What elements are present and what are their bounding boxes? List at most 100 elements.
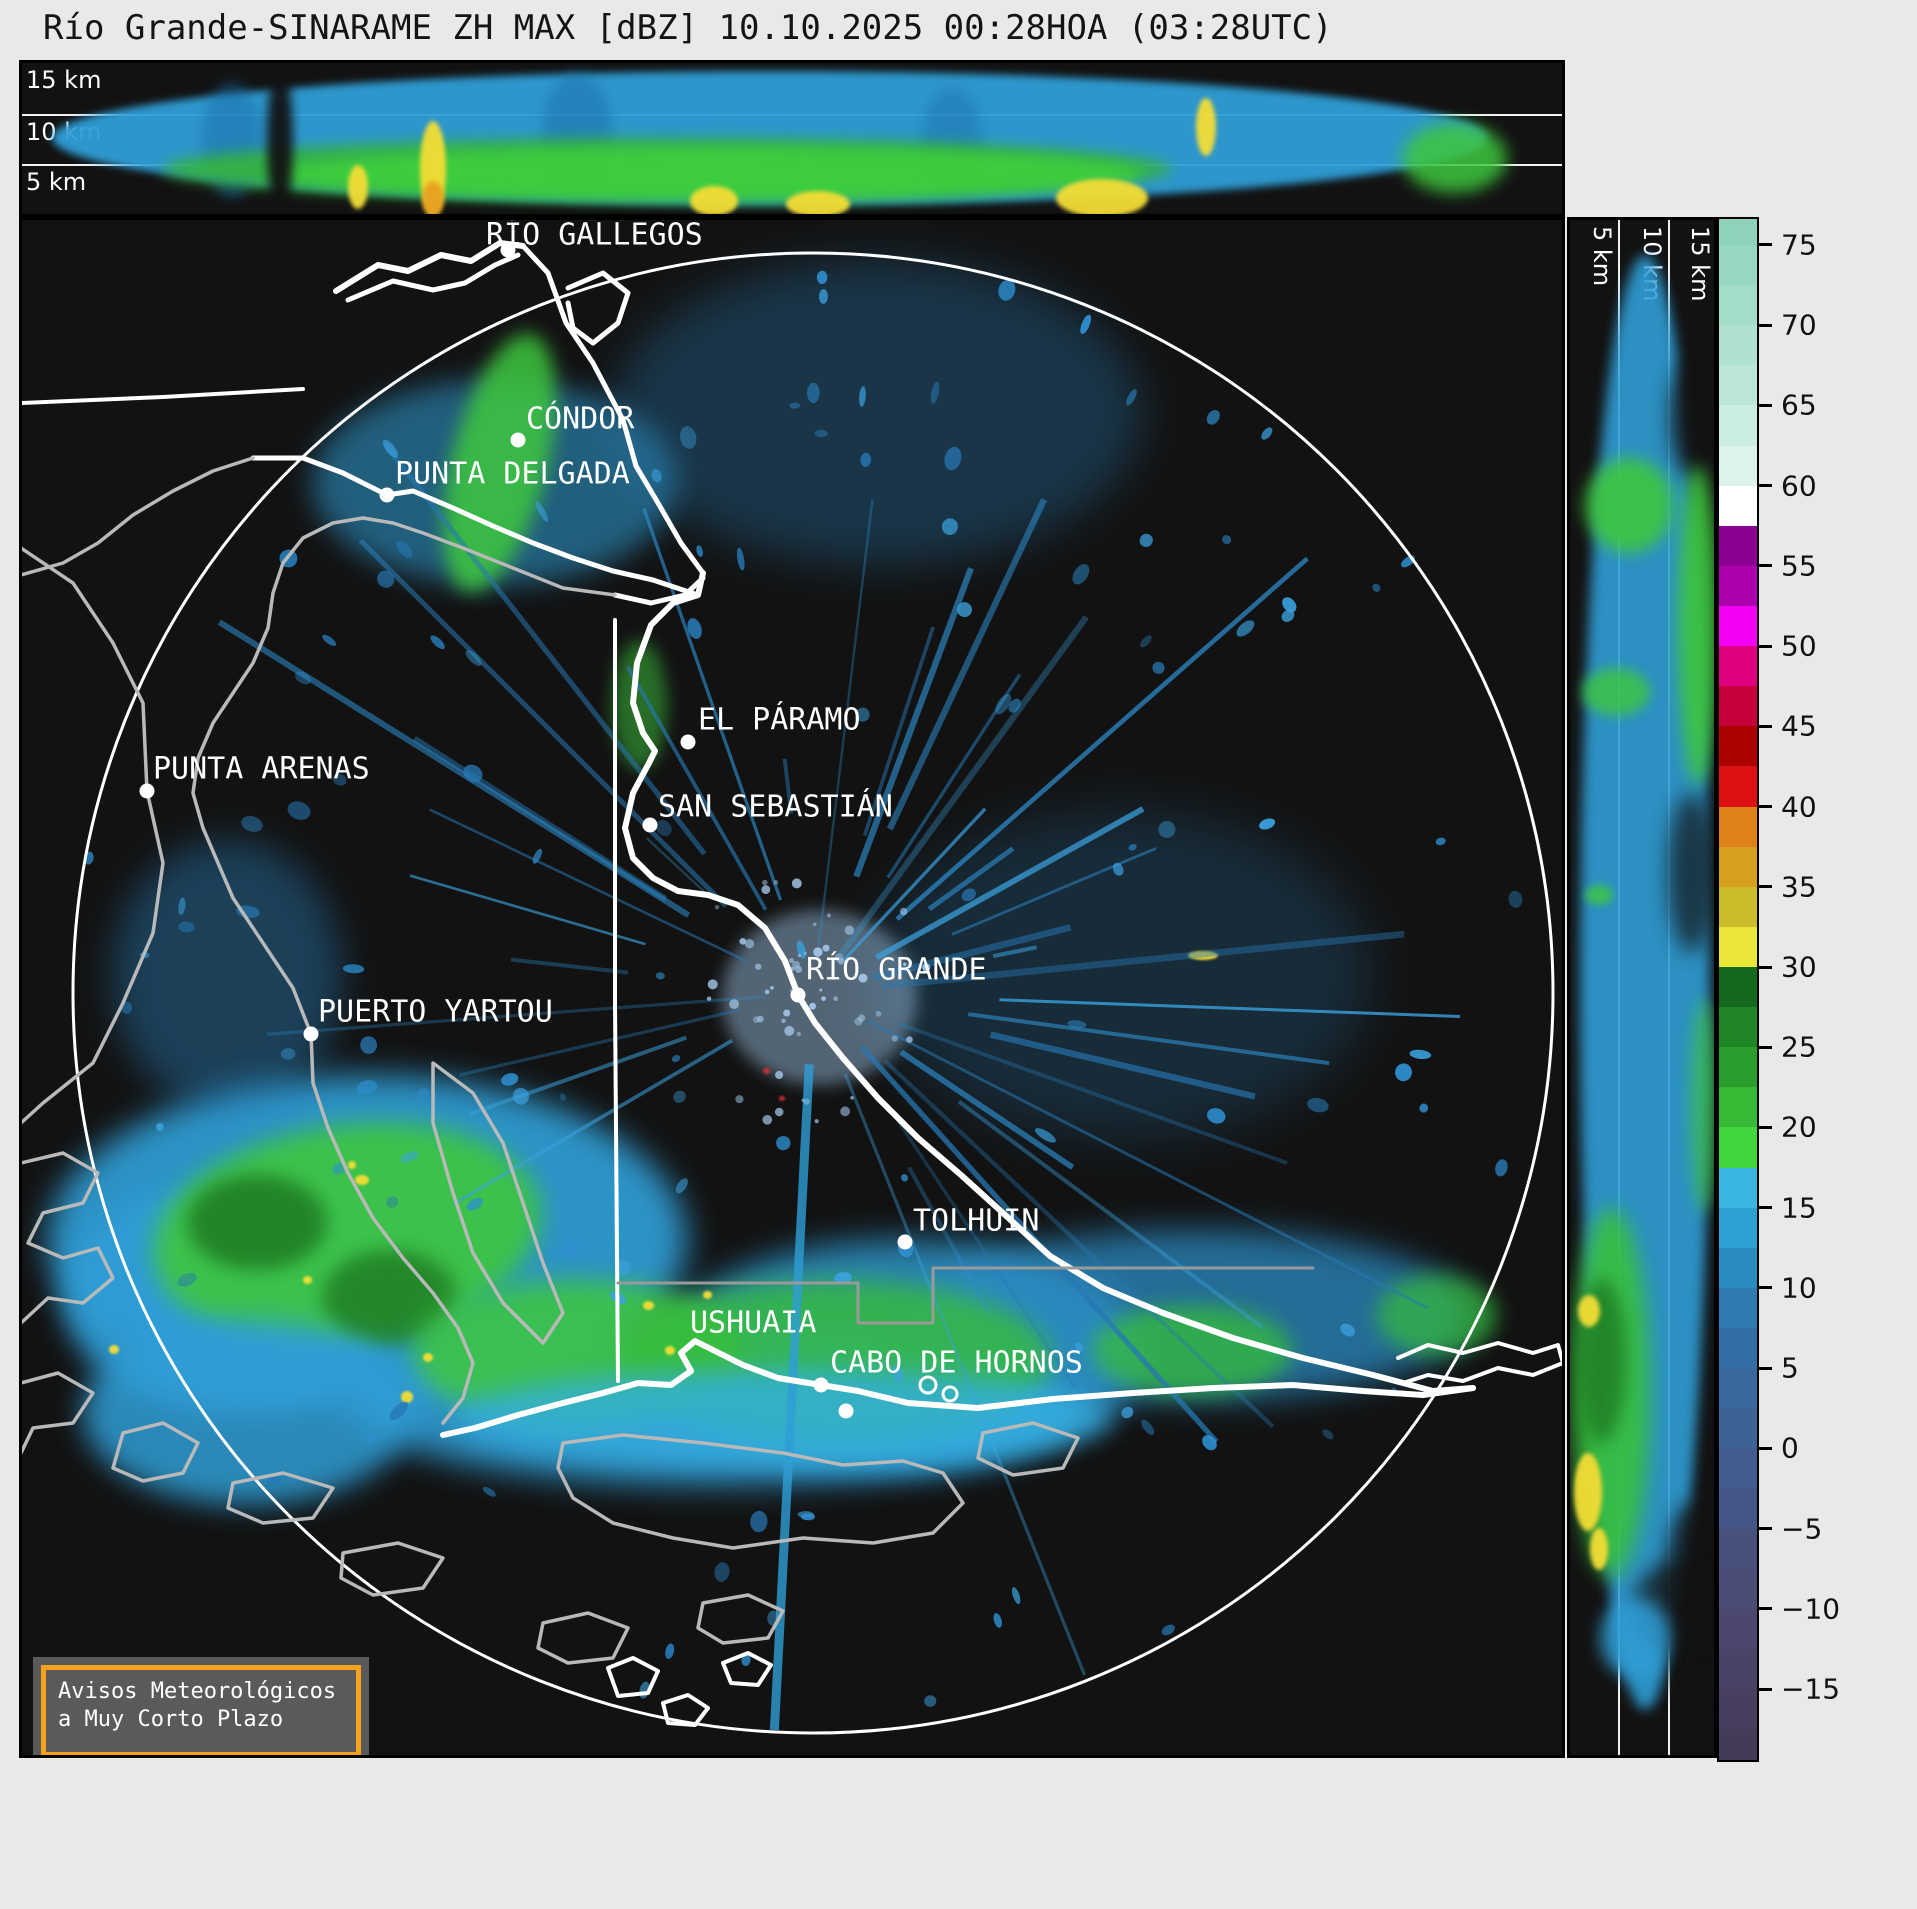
echo-speckle [1372, 583, 1381, 592]
colorbar-tick-mark [1759, 805, 1772, 809]
colorbar: 75 70 65 60 55 50 45 40 35 30 25 20 15 10 5 0 −5 −10 −15 [1717, 217, 1917, 1762]
interference-streak [510, 957, 629, 975]
center-noise-dot [803, 951, 807, 956]
echo-blob [1585, 458, 1673, 553]
echo-speckle [1206, 1108, 1226, 1124]
gray-coastlines [22, 456, 1315, 1665]
echo-blob [423, 1353, 433, 1362]
echo-speckle [1139, 533, 1153, 548]
colorbar-segment [1719, 1167, 1757, 1209]
echo-speckle [1236, 620, 1255, 637]
center-noise-dot [756, 1015, 764, 1023]
map-label-tolhuin: TOLHUIN [913, 1203, 1040, 1239]
echo-speckle [418, 1087, 430, 1099]
map-label-ushuaia: USHUAIA [690, 1305, 817, 1341]
echo-speckle [332, 1162, 347, 1175]
center-noise-dot [781, 1018, 786, 1024]
echo-speckle [1322, 1429, 1334, 1440]
echo-blob [690, 186, 738, 214]
center-noise-dot [857, 1014, 866, 1022]
echo-speckle [615, 1260, 631, 1276]
center-noise-dot [797, 953, 802, 958]
colorbar-tick-label: 25 [1781, 1030, 1817, 1064]
center-noise-dot [854, 1017, 863, 1026]
center-noise-dot [902, 962, 907, 967]
interference-streak [881, 930, 1405, 990]
echo-speckle [1141, 1419, 1155, 1435]
interference-streak [853, 567, 974, 878]
echo-speckle [892, 1364, 903, 1382]
echo-speckle [1008, 698, 1021, 713]
interference-streak [896, 1119, 1077, 1390]
echo-speckle [680, 426, 697, 449]
echo-blob [348, 165, 368, 209]
echo-speckle [800, 1513, 815, 1521]
echo-speckle [1121, 1406, 1134, 1419]
echo-speckle [561, 1241, 578, 1258]
echo-speckle [1202, 1435, 1217, 1451]
city-marker [838, 1403, 854, 1419]
colorbar-segment [1719, 806, 1757, 848]
echo-speckle [941, 518, 958, 535]
echo-speckle [178, 897, 186, 915]
echo-speckle [430, 635, 445, 650]
interference-streak [957, 1099, 1264, 1330]
map-label-r-o-grande: RÍO GRANDE [806, 952, 987, 988]
echo-speckle [1495, 1159, 1508, 1177]
echo-blob [1196, 98, 1216, 156]
colorbar-segment [1719, 967, 1757, 1008]
echo-speckle [1158, 821, 1176, 838]
warning-line-1: Avisos Meteorológicos [58, 1679, 337, 1704]
echo-speckle [280, 1048, 296, 1060]
colorbar-gradient [1717, 217, 1759, 1762]
interference-streak [897, 1021, 1288, 1165]
echo-blob [665, 1346, 675, 1355]
echo-speckle [559, 1093, 567, 1101]
echo-speckle [655, 972, 665, 980]
colorbar-tick-mark [1759, 1125, 1772, 1129]
colorbar-segment [1719, 1448, 1757, 1489]
echo-blob [267, 63, 293, 214]
center-noise-dot [850, 1095, 854, 1100]
interference-streak [266, 994, 767, 1036]
interference-streak [862, 626, 935, 837]
echo-speckle [1419, 1103, 1429, 1113]
echo-blob [1582, 668, 1650, 716]
colorbar-segment [1719, 606, 1757, 647]
echo-speckle [1261, 427, 1273, 440]
colorbar-segment [1719, 405, 1757, 447]
echo-blob [187, 1175, 327, 1270]
interference-streak [625, 665, 768, 911]
echo-speckle [860, 452, 872, 467]
warnings-shortterm-button[interactable]: Avisos Meteorológicos a Muy Corto Plazo [41, 1665, 361, 1755]
colorbar-tick-label: 55 [1781, 549, 1817, 583]
echo-speckle [465, 650, 482, 666]
center-noise-dot [770, 986, 774, 990]
center-noise-dot [813, 947, 823, 957]
interference-streak [782, 758, 794, 814]
echo-speckle [1140, 635, 1152, 648]
colorbar-tick-mark [1759, 1446, 1772, 1450]
echo-speckle [287, 801, 311, 820]
center-noise-dot [906, 1036, 913, 1043]
echo-speckle [382, 439, 398, 458]
center-noise-dot [833, 996, 838, 1001]
colorbar-tick-label: 15 [1781, 1191, 1817, 1225]
interference-streak [383, 442, 707, 856]
axis-label-15km: 15 km [26, 66, 102, 94]
colorbar-tick-mark [1759, 1045, 1772, 1049]
interference-streak [992, 945, 1038, 959]
colorbar-segment [1719, 1689, 1757, 1730]
echo-speckle [1206, 410, 1220, 425]
colorbar-tick-label: 50 [1781, 629, 1817, 663]
map-label-c-ndor: CÓNDOR [526, 401, 635, 437]
colorbar-tick-mark [1759, 323, 1772, 327]
echo-blob [763, 1068, 770, 1074]
interference-streak [646, 837, 706, 893]
echo-speckle [1282, 597, 1297, 613]
echo-speckle [1395, 1063, 1412, 1082]
echo-blob [1585, 885, 1613, 905]
colorbar-tick-mark [1759, 484, 1772, 488]
echo-speckle [1161, 1624, 1175, 1636]
interference-streak [895, 556, 1309, 921]
